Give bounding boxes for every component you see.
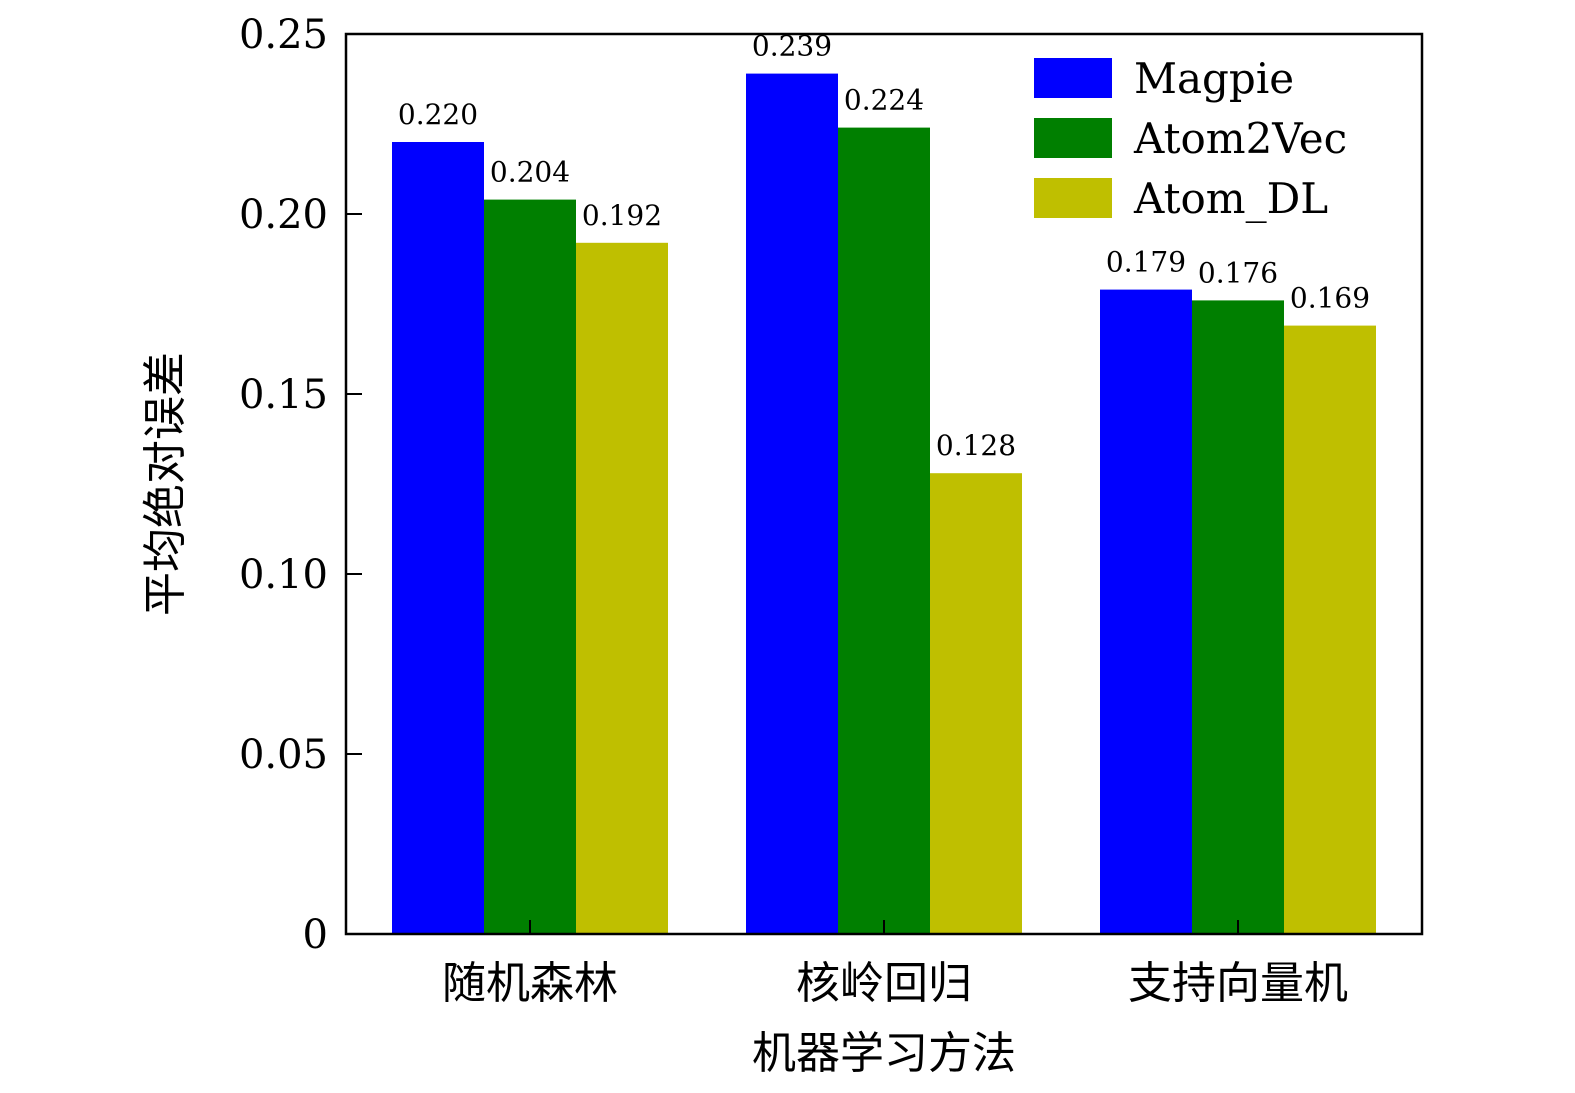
data-label: 0.220: [398, 98, 478, 131]
bar-atom2vec-2: [838, 127, 930, 935]
bar-magpie-2: [746, 73, 838, 935]
x-tick-label: 核岭回归: [796, 958, 972, 1009]
y-tick-label: 0.10: [239, 552, 328, 598]
legend: Magpie Atom2Vec Atom_DL: [1034, 54, 1347, 223]
legend-swatch-atom-dl: [1034, 178, 1112, 218]
x-tick-label: 随机森林: [442, 958, 618, 1009]
y-axis-title: 平均绝对误差: [140, 352, 191, 616]
bar-magpie-1: [392, 142, 484, 934]
data-label: 0.128: [936, 429, 1016, 462]
x-axis: 随机森林 核岭回归 支持向量机: [442, 920, 1348, 1009]
data-label: 0.179: [1106, 246, 1186, 279]
bar-atom2vec-3: [1192, 300, 1284, 934]
data-label: 0.176: [1198, 256, 1278, 289]
data-label: 0.204: [490, 156, 570, 189]
bar-atom-dl-2: [930, 473, 1022, 934]
y-tick-label: 0.15: [239, 372, 328, 418]
legend-swatch-atom2vec: [1034, 118, 1112, 158]
bar-atom2vec-1: [484, 199, 576, 935]
y-tick-label: 0: [303, 912, 328, 958]
legend-swatch-magpie: [1034, 58, 1112, 98]
x-tick-label: 支持向量机: [1128, 958, 1348, 1009]
bar-magpie-3: [1100, 289, 1192, 935]
y-tick-label: 0.20: [239, 192, 328, 238]
legend-label: Magpie: [1134, 54, 1294, 103]
bar-atom-dl-1: [576, 242, 668, 935]
y-axis: 0 0.05 0.10 0.15 0.20 0.25: [239, 12, 362, 958]
y-tick-label: 0.05: [239, 732, 328, 778]
bars-layer: [392, 73, 1376, 935]
legend-label: Atom2Vec: [1133, 114, 1347, 163]
legend-label: Atom_DL: [1133, 174, 1328, 223]
y-tick-label: 0.25: [239, 12, 328, 58]
bar-atom-dl-3: [1284, 325, 1376, 935]
x-axis-title: 机器学习方法: [752, 1028, 1016, 1079]
data-label: 0.192: [582, 199, 662, 232]
data-label: 0.224: [844, 84, 924, 117]
data-label: 0.169: [1290, 282, 1370, 315]
